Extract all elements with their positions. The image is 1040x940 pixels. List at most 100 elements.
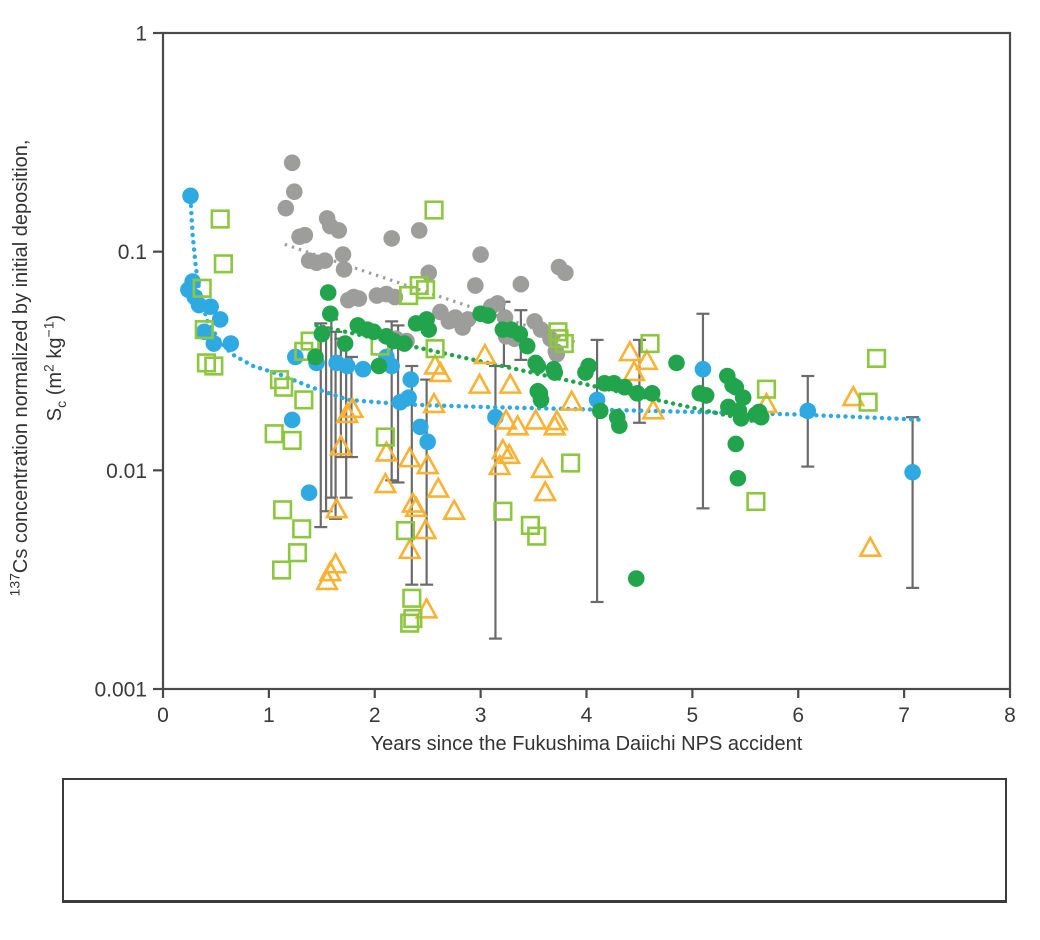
data-point (498, 372, 523, 394)
data-point (529, 357, 547, 375)
data-point (335, 401, 360, 424)
y-tick-label: 0.001 (94, 679, 147, 702)
data-point (271, 560, 292, 580)
data-point (397, 445, 422, 468)
x-tick-label: 1 (263, 704, 275, 727)
data-point (283, 411, 301, 429)
data-point (533, 479, 558, 502)
data-point (222, 335, 240, 352)
data-point (479, 307, 497, 324)
x-tick-label: 8 (1004, 704, 1016, 727)
data-point (383, 357, 400, 375)
data-point (195, 323, 213, 341)
data-point (395, 521, 416, 541)
data-point (328, 433, 353, 456)
data-point (428, 360, 453, 383)
data-point (549, 329, 569, 349)
data-point (523, 407, 548, 430)
data-point (404, 495, 429, 518)
data-point (403, 608, 423, 629)
data-point (472, 342, 497, 365)
data-point (591, 402, 609, 420)
data-point (411, 418, 429, 436)
data-point (548, 345, 566, 363)
data-point (527, 526, 547, 546)
data-point (287, 543, 308, 563)
data-point (611, 417, 628, 434)
y-axis: 1 0.1 0.01 0.001 (94, 23, 163, 702)
data-point (643, 385, 661, 402)
data-point (424, 200, 444, 220)
data-point (512, 275, 530, 293)
data-point (386, 288, 404, 306)
data-point (442, 498, 467, 520)
data-point (330, 222, 348, 239)
series-grassland (192, 200, 887, 633)
data-point (374, 439, 399, 462)
data-point (497, 442, 522, 465)
data-point (400, 613, 420, 633)
data-point (489, 295, 506, 312)
data-point (520, 515, 540, 535)
data-point (340, 396, 365, 419)
data-point (472, 246, 489, 263)
data-point (323, 551, 348, 574)
data-point (210, 209, 230, 229)
x-tick-label: 2 (369, 704, 381, 727)
y-tick-label: 0.01 (106, 460, 147, 483)
data-point (282, 430, 302, 451)
data-point (544, 408, 569, 431)
data-point (205, 335, 223, 352)
x-axis-title: Years since the Fukushima Daiichi NPS ac… (370, 733, 803, 755)
data-point (409, 275, 429, 296)
x-tick-label: 6 (792, 704, 804, 727)
scatter-plot: 1 0.1 0.01 0.001 0 1 2 3 4 5 6 7 8 (94, 23, 1016, 728)
data-point (530, 456, 555, 479)
data-point (487, 453, 512, 476)
data-point (365, 323, 382, 341)
data-point (752, 408, 770, 426)
data-point (204, 356, 224, 376)
y-tick-label: 0.1 (118, 241, 147, 264)
data-point (274, 377, 294, 397)
data-point (338, 357, 356, 375)
data-point (493, 501, 513, 521)
data-point (729, 469, 747, 487)
x-tick-label: 3 (475, 704, 487, 727)
data-point (518, 337, 536, 355)
data-point (316, 252, 334, 269)
data-point (627, 570, 645, 587)
data-point (264, 424, 284, 444)
data-point (410, 222, 428, 239)
data-point (734, 389, 752, 406)
data-point (557, 264, 574, 282)
data-point (334, 246, 352, 263)
x-tick-label: 7 (898, 704, 910, 727)
data-point (505, 413, 530, 436)
data-point (211, 311, 229, 328)
y-axis-title-text: 137Cs concentration normalized by initia… (6, 139, 69, 597)
data-point (420, 321, 438, 338)
data-point (273, 500, 293, 520)
data-point (335, 261, 353, 278)
data-point (202, 298, 219, 316)
data-point (383, 230, 400, 247)
y-tick-label: 1 (135, 23, 147, 46)
data-point (402, 371, 420, 388)
data-point (727, 435, 745, 453)
data-point (629, 385, 646, 402)
data-point (858, 392, 878, 412)
series-farmland-cultivated (315, 339, 883, 619)
data-point (467, 277, 484, 294)
data-point (622, 359, 647, 382)
data-point (313, 325, 331, 343)
data-point (561, 453, 581, 473)
x-tick-label: 4 (581, 704, 593, 727)
data-point (285, 183, 303, 201)
series-forested-catchment (307, 284, 770, 587)
data-point (307, 348, 324, 366)
data-point (319, 284, 337, 301)
data-point (640, 333, 660, 354)
data-point (213, 254, 233, 274)
